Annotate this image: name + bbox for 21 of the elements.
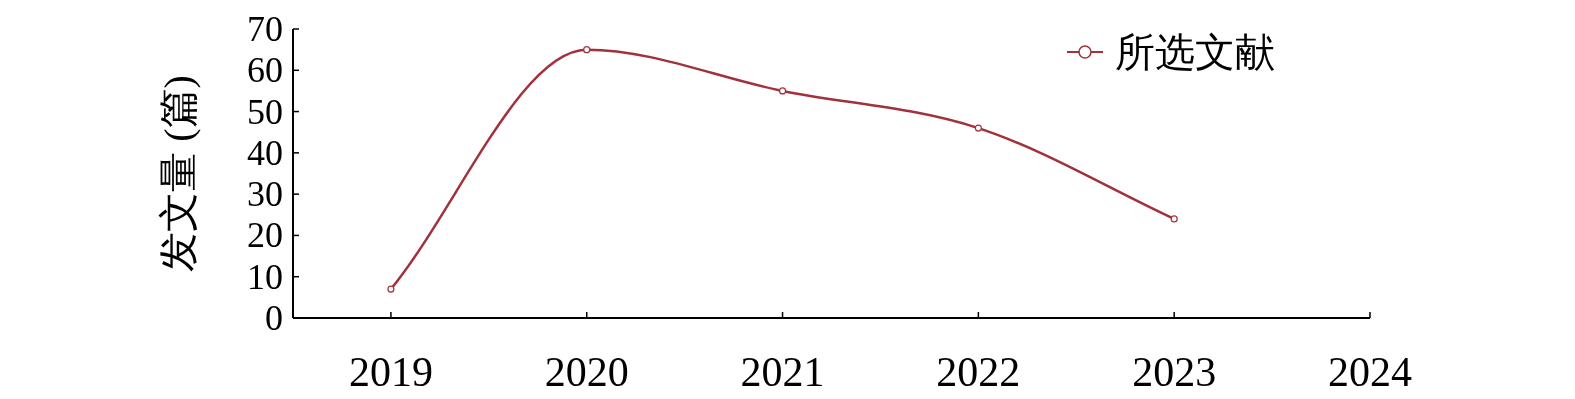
legend-label: 所选文献 (1115, 30, 1275, 75)
x-tick-label: 2019 (348, 349, 433, 395)
y-tick-label: 70 (247, 9, 283, 49)
x-tick-label: 2021 (740, 349, 825, 395)
point (583, 46, 591, 54)
point (974, 124, 982, 132)
x-tick-label: 2020 (544, 349, 629, 395)
y-tick-label: 30 (247, 174, 283, 215)
point (1170, 215, 1178, 223)
x-tick-label: 2024 (1328, 349, 1412, 395)
y-tick-label: 0 (265, 298, 283, 338)
point (387, 285, 395, 293)
y-tick-label: 60 (247, 50, 283, 91)
x-tick-label: 2022 (936, 349, 1021, 395)
y-tick-label: 40 (247, 132, 283, 173)
point (778, 87, 787, 95)
y-axis-title: 发文量 (篇) (156, 75, 201, 272)
y-tick-label: 50 (247, 91, 283, 132)
y-tick-label: 20 (247, 215, 283, 256)
y-tick-label: 10 (247, 256, 283, 297)
x-tick-label: 2023 (1132, 349, 1217, 395)
